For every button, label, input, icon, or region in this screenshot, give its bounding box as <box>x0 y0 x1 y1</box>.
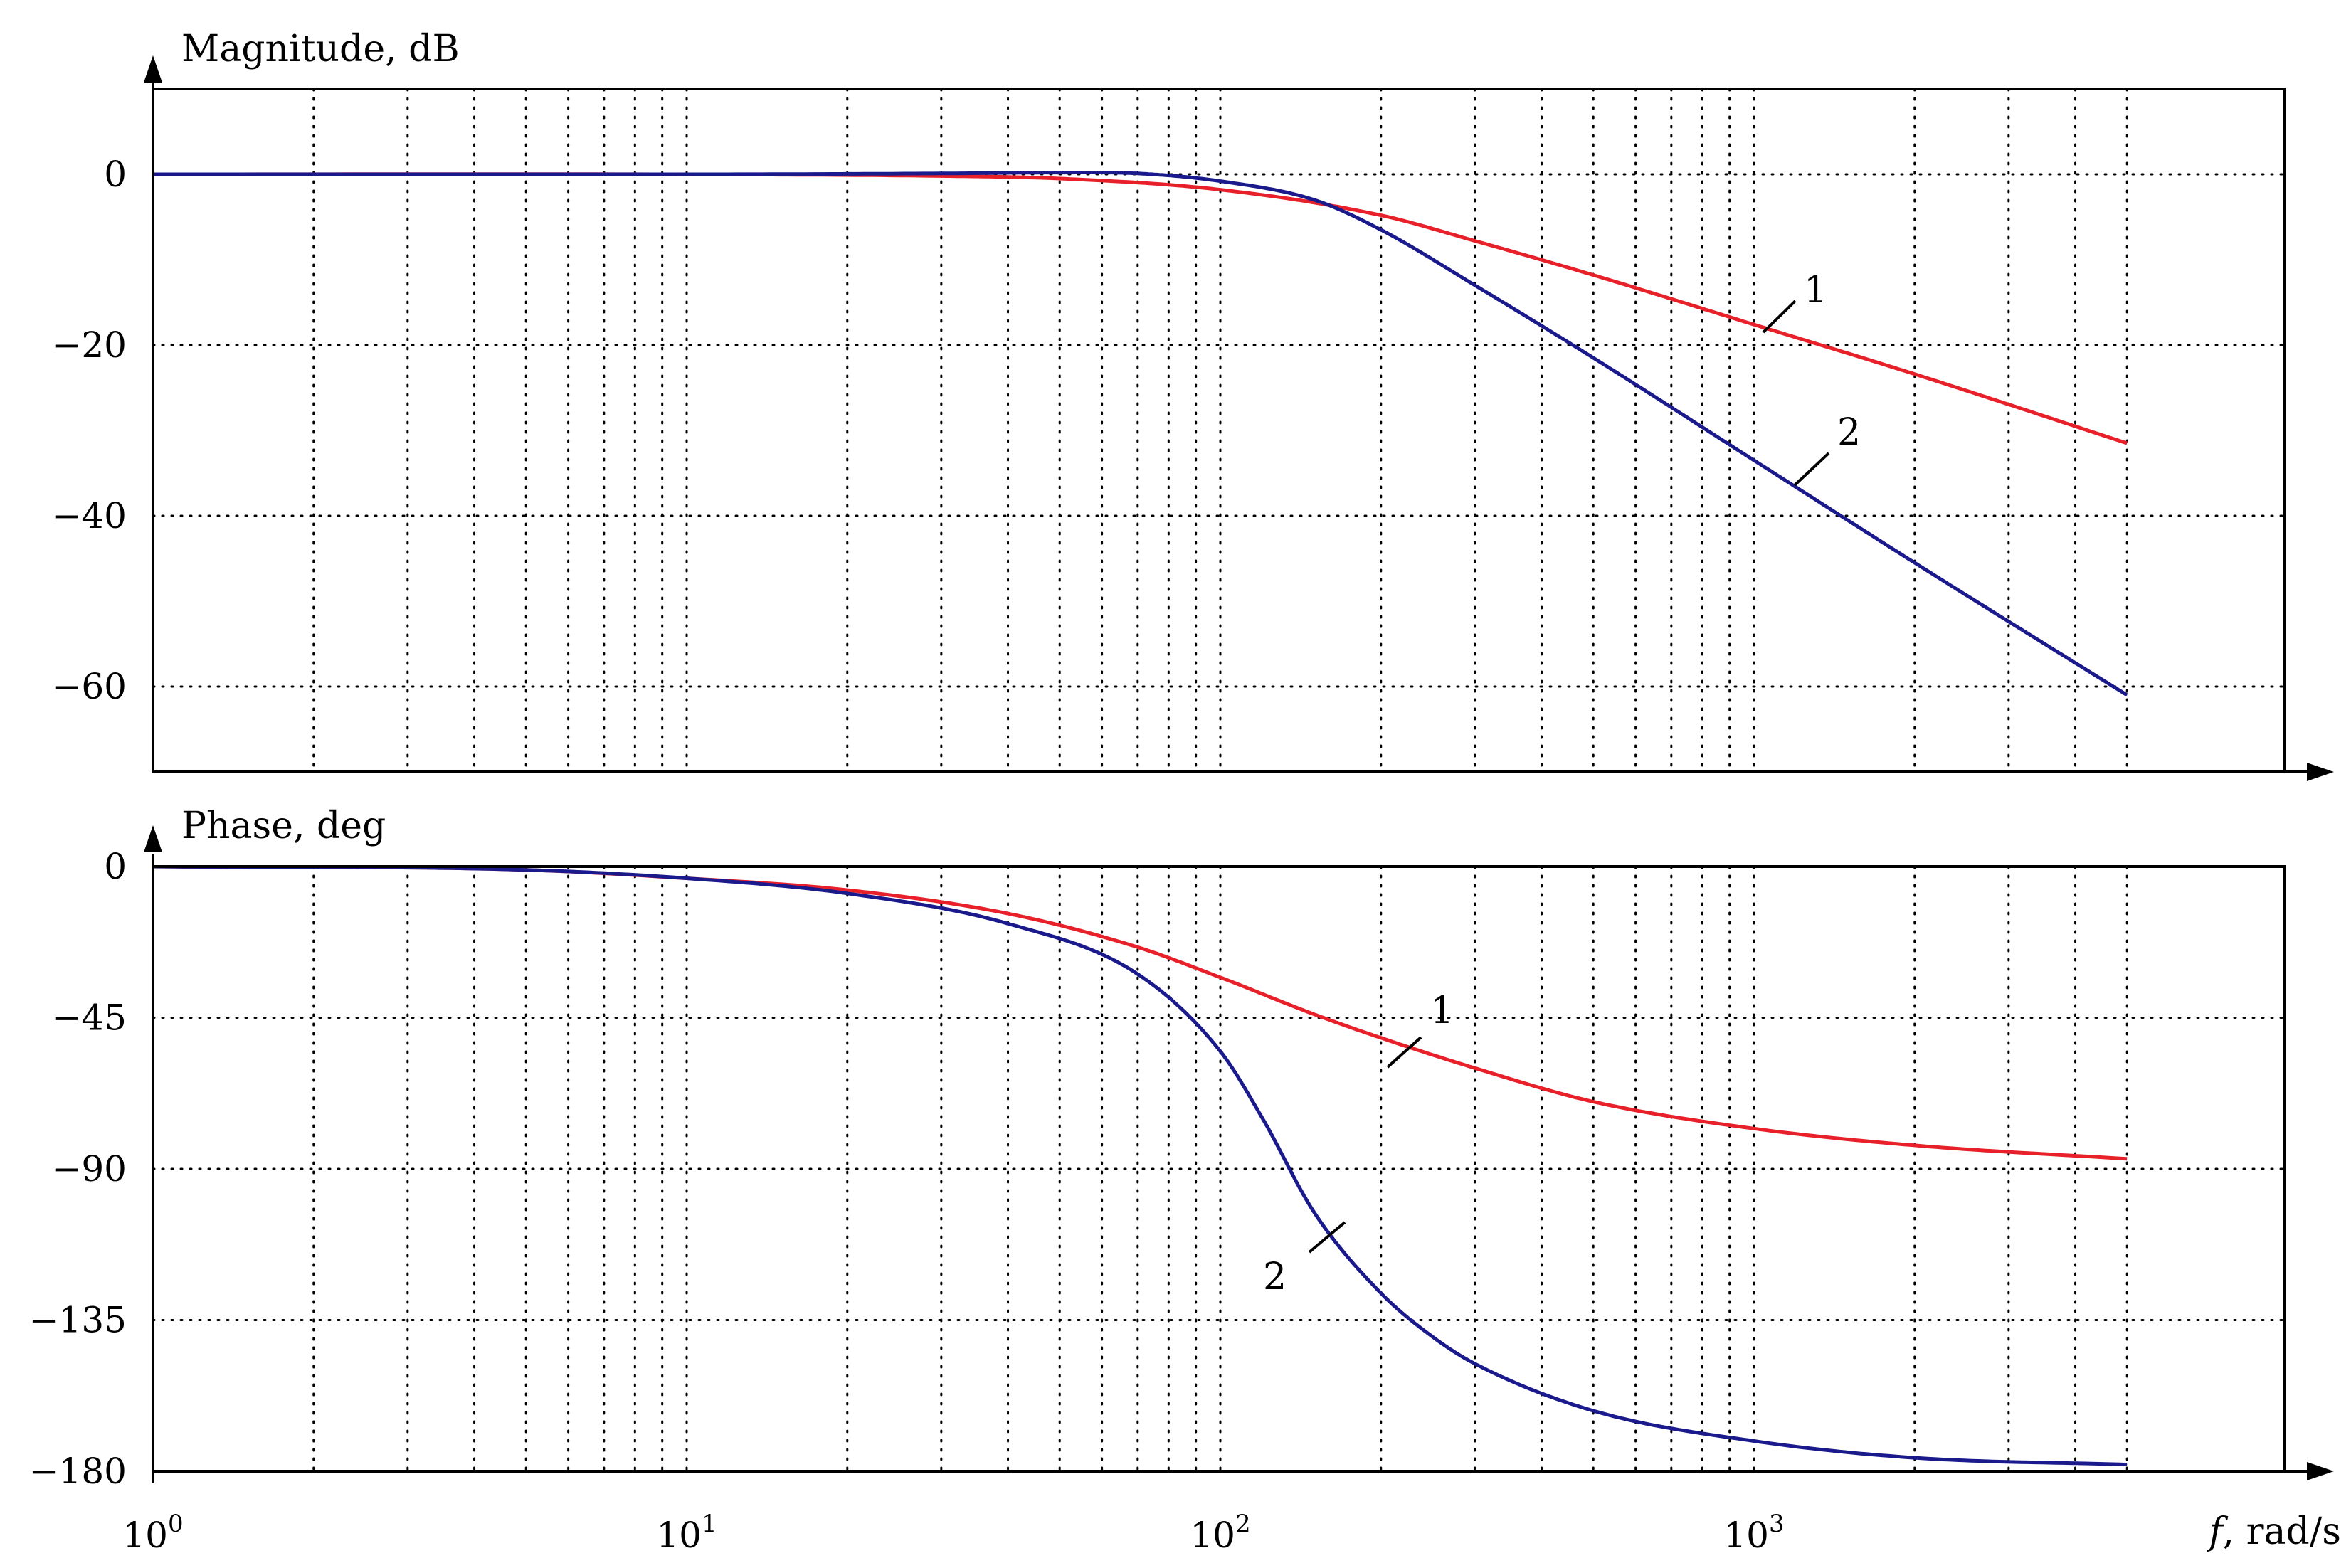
x-tick-label: 101 <box>656 1510 717 1556</box>
phase-annotation-2-label: 2 <box>1263 1256 1287 1298</box>
magnitude-y-tick-label: −20 <box>51 324 127 366</box>
x-tick-label: 102 <box>1190 1510 1250 1556</box>
phase-annotation-1-label: 1 <box>1430 990 1454 1032</box>
phase-y-tick-labels: 0 −45 −90 −135 −180 <box>29 846 127 1492</box>
x-tick-labels: 100 101 102 103 <box>122 1510 1784 1556</box>
magnitude-annotation-1-leader <box>1762 300 1797 334</box>
magnitude-y-axis-arrow <box>144 55 162 83</box>
magnitude-annotation-1-label: 1 <box>1804 269 1827 312</box>
x-tick-label: 100 <box>122 1510 183 1556</box>
magnitude-y-tick-labels: 0 −20 −40 −60 <box>51 154 127 707</box>
magnitude-series-2-line <box>153 171 2128 697</box>
x-tick-base: 10 <box>122 1515 168 1556</box>
magnitude-y-tick-label: −60 <box>51 666 127 707</box>
phase-y-tick-label: −90 <box>51 1148 127 1190</box>
magnitude-y-axis-label: Magnitude, dB <box>181 28 460 70</box>
x-tick-base: 10 <box>1190 1515 1235 1556</box>
magnitude-x-axis-arrow <box>2307 763 2334 781</box>
phase-y-axis-arrow <box>144 825 162 852</box>
phase-panel: Phase, deg 0−45−90−135−180 100 101 102 103 … <box>29 805 2341 1556</box>
magnitude-grid <box>152 88 2286 773</box>
phase-grid <box>152 865 2286 1473</box>
x-tick-exponent: 2 <box>1235 1510 1251 1538</box>
phase-y-tick-label: −180 <box>29 1451 127 1492</box>
magnitude-y-tick-label: 0 <box>104 154 127 195</box>
x-tick-exponent: 1 <box>702 1510 717 1538</box>
phase-y-tick-label: −135 <box>29 1300 127 1341</box>
magnitude-annotation-2-leader <box>1793 452 1830 487</box>
phase-y-axis-label: Phase, deg <box>181 805 386 847</box>
magnitude-series-group <box>153 171 2128 697</box>
phase-x-axis-arrow <box>2307 1462 2334 1480</box>
x-tick-label: 103 <box>1723 1510 1784 1556</box>
x-axis-label: f, rad/s <box>2206 1510 2341 1553</box>
x-tick-exponent: 0 <box>168 1510 184 1538</box>
phase-y-tick-label: 0 <box>104 846 127 887</box>
x-tick-base: 10 <box>656 1515 702 1556</box>
phase-series-group <box>153 867 2128 1467</box>
magnitude-panel: Magnitude, dB 0 −20 −40 −60 1 2 <box>51 28 2334 781</box>
magnitude-plot-frame <box>152 88 2286 773</box>
phase-annotation-2-leader <box>1308 1221 1346 1254</box>
phase-annotations: 1 2 <box>1263 990 1454 1298</box>
magnitude-annotation-2-label: 2 <box>1837 411 1861 454</box>
magnitude-annotations: 1 2 <box>1762 269 1861 487</box>
magnitude-y-tick-label: −40 <box>51 495 127 536</box>
phase-annotation-1-leader <box>1386 1036 1422 1069</box>
phase-y-tick-label: −45 <box>51 997 127 1039</box>
x-tick-base: 10 <box>1723 1515 1769 1556</box>
magnitude-series-1-line <box>153 172 2128 445</box>
x-tick-exponent: 3 <box>1769 1510 1785 1538</box>
x-axis-label-unit: , rad/s <box>2223 1510 2341 1553</box>
phase-series-1-line <box>153 867 2128 1161</box>
phase-series-2-line <box>153 867 2128 1467</box>
